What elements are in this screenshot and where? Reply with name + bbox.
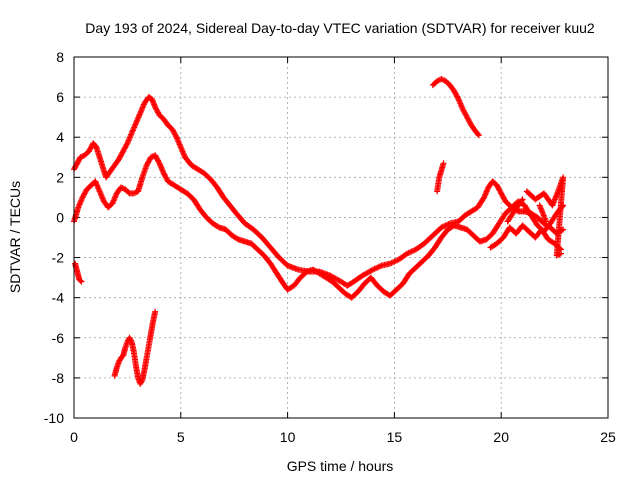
x-tick-label: 5	[177, 429, 185, 445]
data-point	[77, 277, 84, 284]
data-point	[172, 132, 179, 139]
data-point	[138, 378, 145, 385]
chart-title: Day 193 of 2024, Sidereal Day-to-day VTE…	[85, 20, 595, 36]
x-tick-label: 20	[493, 429, 509, 445]
plot-frame	[73, 56, 609, 419]
data-point	[558, 250, 565, 257]
axis-ticks: -10 -8 -6 -4 -2 0 2 4 6 8 0 5 10 15 20 25	[44, 49, 616, 445]
data-marks	[71, 76, 567, 387]
y-tick-label: 4	[56, 129, 64, 145]
x-axis-label: GPS time / hours	[287, 458, 394, 474]
x-tick-label: 0	[70, 429, 78, 445]
data-point	[475, 132, 482, 139]
y-tick-label: 6	[56, 89, 64, 105]
data-point	[127, 337, 134, 344]
x-tick-label: 25	[600, 429, 616, 445]
x-tick-label: 15	[387, 429, 403, 445]
y-tick-label: 0	[56, 209, 64, 225]
data-point	[123, 141, 130, 148]
data-point	[474, 131, 481, 138]
y-tick-label: -4	[52, 290, 65, 306]
data-point	[78, 278, 85, 285]
data-point	[132, 189, 139, 196]
data-point	[155, 158, 162, 165]
y-tick-label: 2	[56, 169, 64, 185]
grid-lines	[74, 57, 608, 418]
data-point	[519, 196, 526, 203]
data-point	[152, 308, 159, 315]
y-tick-label: 8	[56, 49, 64, 65]
data-point	[543, 218, 550, 225]
y-tick-label: -8	[52, 370, 65, 386]
data-point	[440, 160, 447, 167]
y-tick-label: -6	[52, 330, 65, 346]
x-tick-label: 10	[280, 429, 296, 445]
y-tick-label: -2	[52, 250, 65, 266]
data-point	[454, 94, 461, 101]
y-tick-label: -10	[44, 410, 64, 426]
y-axis-label: SDTVAR / TECUs	[7, 181, 23, 293]
data-point	[518, 197, 525, 204]
